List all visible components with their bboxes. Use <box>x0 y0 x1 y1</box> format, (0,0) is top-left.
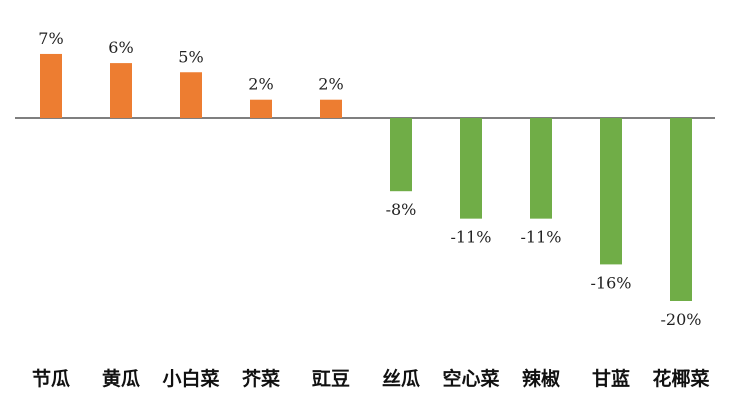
data-label-3: 5% <box>178 47 203 66</box>
data-label-5: 2% <box>318 75 343 94</box>
bar-2 <box>110 63 132 118</box>
bars-group <box>40 53 692 301</box>
bar-6 <box>390 118 412 192</box>
category-labels-group: 节瓜 黄瓜 小白菜 芥菜 豇豆 丝瓜 空心菜 辣椒 甘蓝 花椰菜 <box>32 367 710 390</box>
category-label-3: 小白菜 <box>162 367 219 390</box>
bar-5 <box>320 99 342 118</box>
bar-8 <box>530 118 552 219</box>
bar-9 <box>600 118 622 265</box>
category-label-6: 丝瓜 <box>382 367 420 390</box>
category-label-7: 空心菜 <box>442 367 499 390</box>
category-label-5: 豇豆 <box>312 368 350 390</box>
data-label-2: 6% <box>108 38 133 57</box>
data-label-6: -8% <box>386 200 417 219</box>
data-labels-group: 7% 6% 5% 2% 2% -8% -11% -11% -16% -20% <box>38 29 701 329</box>
bar-10 <box>670 118 692 301</box>
category-label-9: 甘蓝 <box>592 367 630 390</box>
bar-4 <box>250 99 272 118</box>
category-label-10: 花椰菜 <box>652 367 709 390</box>
bar-1 <box>40 53 62 119</box>
bar-3 <box>180 72 202 118</box>
data-label-1: 7% <box>38 29 63 48</box>
category-label-8: 辣椒 <box>522 367 560 390</box>
data-label-4: 2% <box>248 75 273 94</box>
data-label-10: -20% <box>661 310 702 329</box>
data-label-8: -11% <box>521 228 562 247</box>
bar-7 <box>460 118 482 219</box>
category-label-1: 节瓜 <box>32 368 70 390</box>
category-label-2: 黄瓜 <box>102 367 140 390</box>
data-label-7: -11% <box>451 228 492 247</box>
category-label-4: 芥菜 <box>242 367 280 390</box>
data-label-9: -16% <box>591 273 632 292</box>
